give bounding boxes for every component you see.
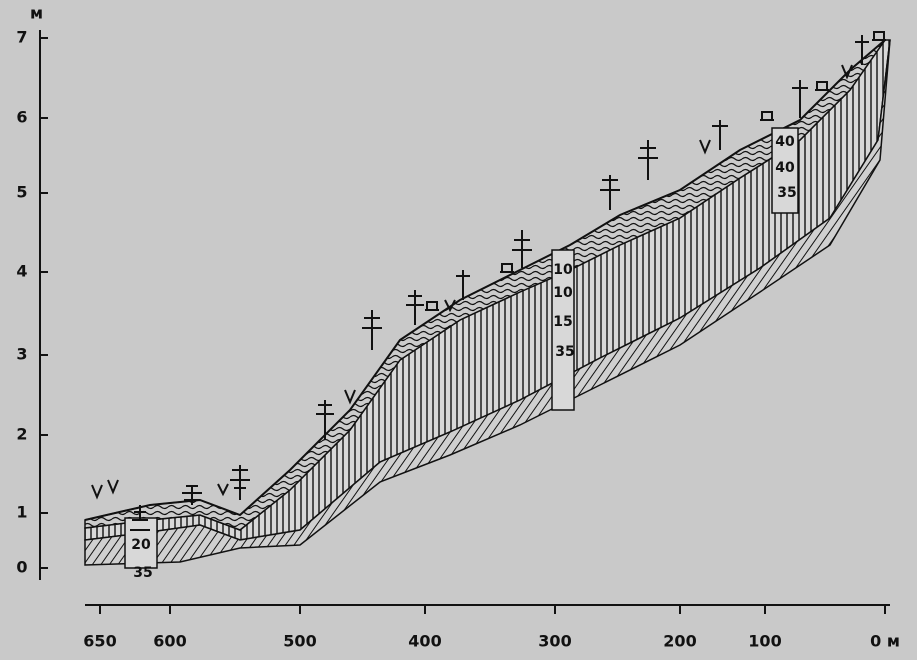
profile-label: 35 [777, 185, 796, 201]
x-label: 500 [283, 632, 316, 651]
x-label: 400 [408, 632, 441, 651]
y-unit: м [30, 4, 43, 23]
profile-label: 40 [775, 134, 795, 150]
profile-label: 20 [131, 537, 151, 553]
profile-label: 15 [553, 314, 572, 330]
x-label: 100 [748, 632, 781, 651]
y-label: 0 [16, 558, 27, 577]
y-label: 4 [16, 262, 27, 281]
soil-profile-diagram: м 0 1 2 3 4 5 6 7 650 600 500 400 300 20… [0, 0, 917, 660]
y-label: 3 [16, 345, 27, 364]
profile-label: 10 [553, 262, 573, 278]
x-label: 0 м [870, 632, 900, 651]
profile-label: 35 [555, 344, 574, 360]
x-label: 650 [83, 632, 116, 651]
y-label: 6 [16, 108, 27, 127]
profile-label: 10 [553, 285, 573, 301]
x-label: 600 [153, 632, 186, 651]
profile-label: 35 [133, 565, 152, 581]
y-label: 2 [16, 425, 27, 444]
x-label: 200 [663, 632, 696, 651]
y-label: 7 [16, 28, 27, 47]
y-label: 1 [16, 503, 27, 522]
x-label: 300 [538, 632, 571, 651]
profile-label: 40 [775, 160, 795, 176]
y-label: 5 [16, 183, 27, 202]
